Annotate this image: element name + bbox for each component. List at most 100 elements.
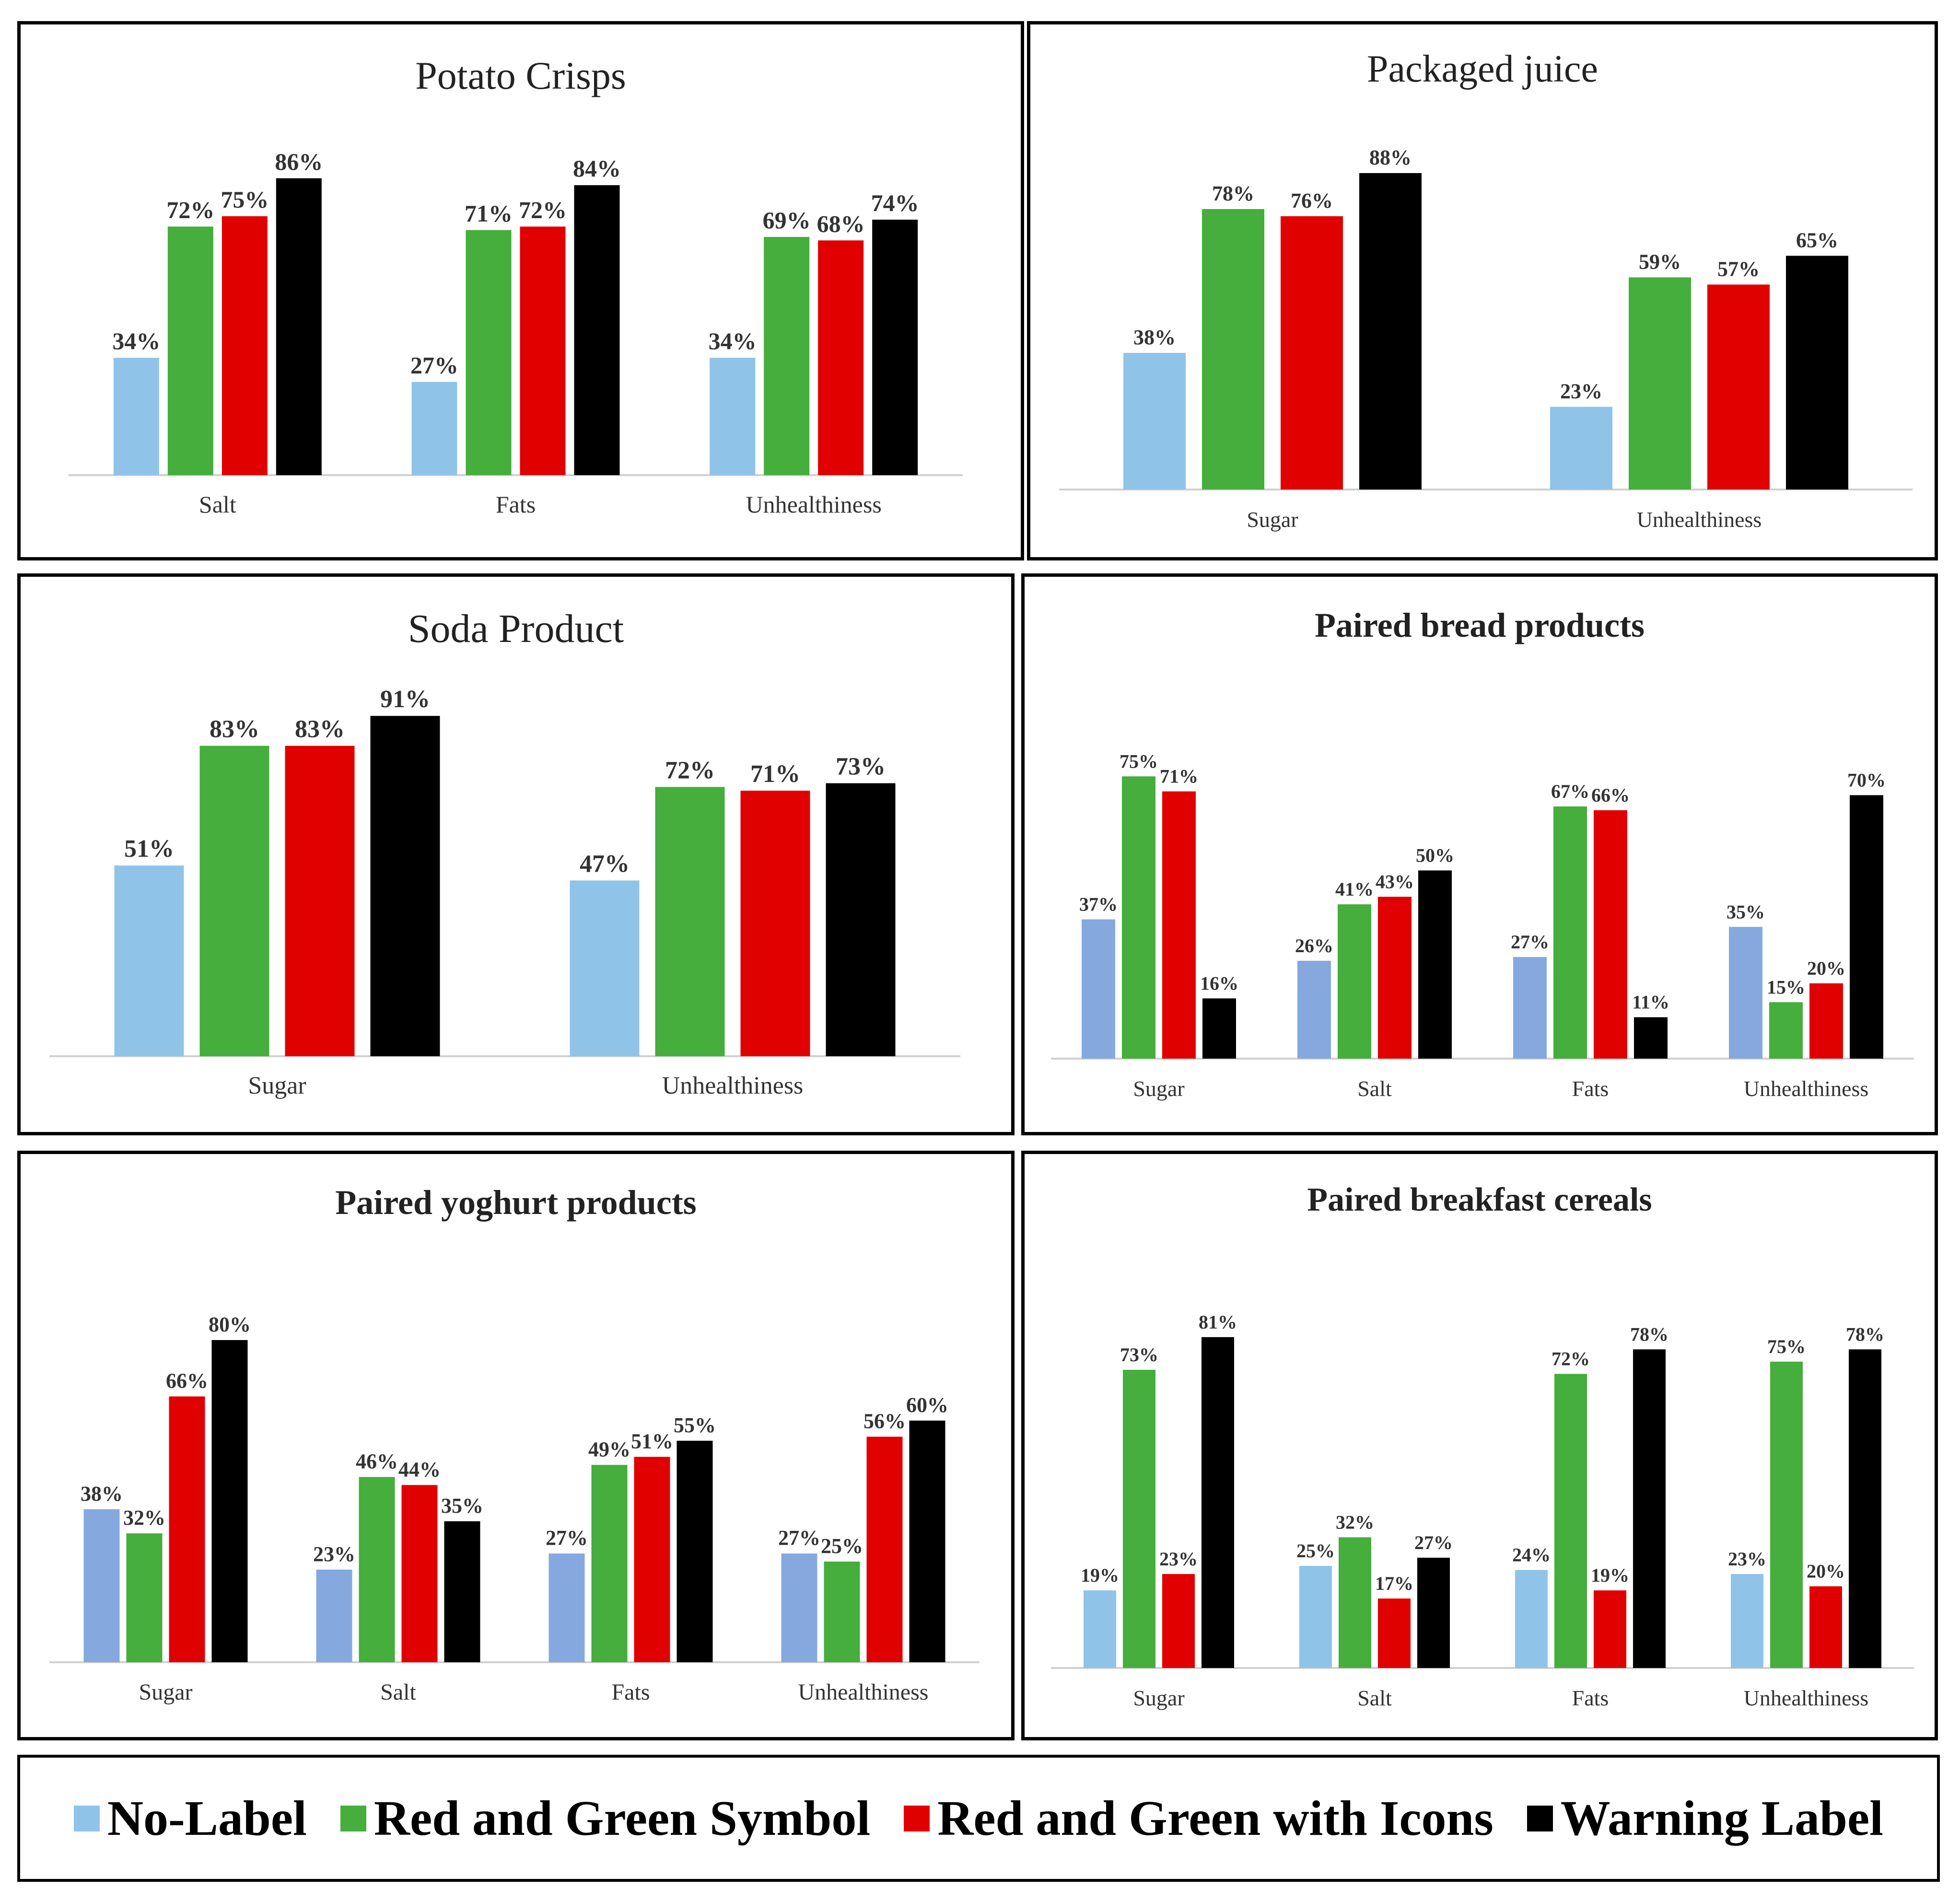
data-label: 60%	[906, 1393, 948, 1417]
bar-salt-warning-label	[1417, 1557, 1450, 1668]
bar-fats-no-label	[1515, 1570, 1548, 1668]
bar-unhealthiness-red-and-green-symbol	[824, 1562, 860, 1662]
bar-salt-red-and-green-with-icons	[1378, 897, 1412, 1059]
data-label: 44%	[398, 1458, 441, 1481]
bar-salt-warning-label	[1418, 870, 1452, 1059]
bar-sugar-warning-label	[1202, 998, 1236, 1059]
data-label: 76%	[1291, 189, 1333, 212]
category-label-sugar: Sugar	[248, 1072, 306, 1099]
bar-unhealthiness-warning-label	[1786, 256, 1848, 490]
data-label: 24%	[1512, 1544, 1551, 1566]
data-label: 16%	[1200, 972, 1238, 994]
bar-sugar-no-label	[114, 865, 184, 1056]
bar-sugar-warning-label	[370, 716, 440, 1056]
category-label-unhealthiness: Unhealthiness	[1637, 507, 1762, 532]
data-label: 35%	[441, 1494, 483, 1517]
bar-salt-red-and-green-symbol	[359, 1477, 395, 1662]
bar-salt-red-and-green-symbol	[167, 226, 213, 476]
data-label: 25%	[1296, 1540, 1335, 1562]
data-label: 80%	[209, 1313, 251, 1336]
data-label: 57%	[1717, 257, 1760, 281]
category-label-sugar: Sugar	[1247, 507, 1298, 532]
data-label: 46%	[356, 1450, 398, 1473]
category-label-salt: Salt	[1357, 1076, 1392, 1101]
bar-unhealthiness-warning-label	[1850, 795, 1883, 1059]
bar-sugar-red-and-green-with-icons	[1162, 791, 1196, 1059]
data-label: 47%	[580, 850, 630, 877]
chart-title: Paired yoghurt products	[335, 1183, 697, 1222]
bar-fats-red-and-green-symbol	[1553, 806, 1587, 1059]
data-label: 41%	[1335, 878, 1374, 900]
data-label: 25%	[821, 1534, 863, 1558]
data-label: 83%	[210, 716, 259, 743]
bar-unhealthiness-red-and-green-with-icons	[740, 791, 810, 1056]
data-label: 73%	[836, 753, 886, 781]
bar-salt-red-and-green-with-icons	[1378, 1598, 1411, 1668]
chart-title: Packaged juice	[1367, 48, 1598, 90]
data-label: 55%	[674, 1413, 716, 1437]
bar-sugar-red-and-green-symbol	[1123, 1370, 1155, 1668]
legend-item-red-green-symbol: Red and Green Symbol	[340, 1790, 870, 1847]
data-label: 15%	[1767, 976, 1805, 998]
bar-sugar-red-and-green-with-icons	[1162, 1574, 1195, 1668]
data-label: 71%	[1160, 766, 1198, 787]
bar-fats-red-and-green-symbol	[1554, 1374, 1587, 1668]
bar-unhealthiness-red-and-green-symbol	[1769, 1002, 1803, 1059]
category-label-sugar: Sugar	[139, 1679, 193, 1705]
bar-fats-red-and-green-symbol	[466, 230, 512, 475]
chart-panel-packaged-juice: Packaged juice 38% 78% 76% 88% Sugar 23% 59% 57%…	[1027, 21, 1938, 560]
bar-sugar-warning-label	[211, 1340, 248, 1662]
legend-swatch-red-green-icons	[904, 1805, 930, 1831]
data-label: 71%	[750, 760, 800, 788]
data-label: 69%	[763, 207, 811, 233]
data-label: 75%	[1120, 750, 1158, 772]
bar-salt-red-and-green-with-icons	[222, 216, 268, 475]
data-label: 78%	[1846, 1323, 1884, 1345]
category-label-fats: Fats	[1572, 1076, 1609, 1101]
data-label: 86%	[275, 148, 323, 175]
chart-plot-paired-breakfast-cereals: 19% 73% 23% 81% Sugar 25%32% 17%27% Salt 24% 72% 1…	[1051, 1311, 1914, 1710]
bar-salt-red-and-green-with-icons	[401, 1485, 438, 1662]
data-label: 35%	[1727, 901, 1765, 922]
category-label-fats: Fats	[611, 1679, 650, 1705]
bar-unhealthiness-no-label	[1550, 407, 1612, 490]
data-label: 84%	[573, 155, 621, 182]
bar-unhealthiness-red-and-green-with-icons	[1809, 1586, 1842, 1668]
bar-unhealthiness-red-and-green-with-icons	[818, 240, 864, 475]
legend-item-red-green-icons: Red and Green with Icons	[904, 1790, 1493, 1847]
bar-fats-red-and-green-with-icons	[1594, 1590, 1626, 1668]
data-label: 49%	[588, 1437, 630, 1461]
category-label-salt: Salt	[199, 491, 236, 518]
bar-sugar-red-and-green-symbol	[126, 1533, 163, 1662]
legend-label-red-green-symbol: Red and Green Symbol	[373, 1791, 871, 1846]
chart-title: Soda Product	[408, 606, 624, 651]
bar-unhealthiness-red-and-green-symbol	[764, 237, 810, 475]
data-label: 37%	[1079, 894, 1118, 915]
legend: No-Label Red and Green Symbol Red and Gr…	[17, 1755, 1940, 1882]
category-label-sugar: Sugar	[1133, 1076, 1184, 1101]
bar-unhealthiness-no-label	[1731, 1574, 1763, 1668]
data-label: 43%	[1376, 871, 1414, 892]
bar-fats-no-label	[1513, 957, 1547, 1059]
bar-salt-no-label	[1299, 1566, 1332, 1668]
data-label: 17%	[1375, 1573, 1413, 1594]
bar-salt-warning-label	[276, 178, 322, 475]
bar-unhealthiness-warning-label	[1849, 1349, 1881, 1668]
bar-fats-red-and-green-symbol	[591, 1465, 628, 1662]
bar-salt-no-label	[1297, 960, 1331, 1059]
data-label: 51%	[631, 1430, 673, 1453]
bar-sugar-no-label	[83, 1509, 120, 1662]
data-label: 23%	[1728, 1548, 1766, 1570]
bar-sugar-no-label	[1084, 1590, 1116, 1668]
data-label: 75%	[221, 186, 268, 213]
category-label-fats: Fats	[496, 491, 536, 518]
data-label: 23%	[1560, 380, 1602, 403]
bar-sugar-warning-label	[1202, 1337, 1234, 1668]
bar-unhealthiness-red-and-green-symbol	[1770, 1362, 1803, 1668]
category-label-unhealthiness: Unhealthiness	[662, 1072, 804, 1099]
data-label: 78%	[1630, 1323, 1668, 1345]
bar-fats-no-label	[411, 382, 457, 475]
data-label: 67%	[1551, 781, 1589, 802]
